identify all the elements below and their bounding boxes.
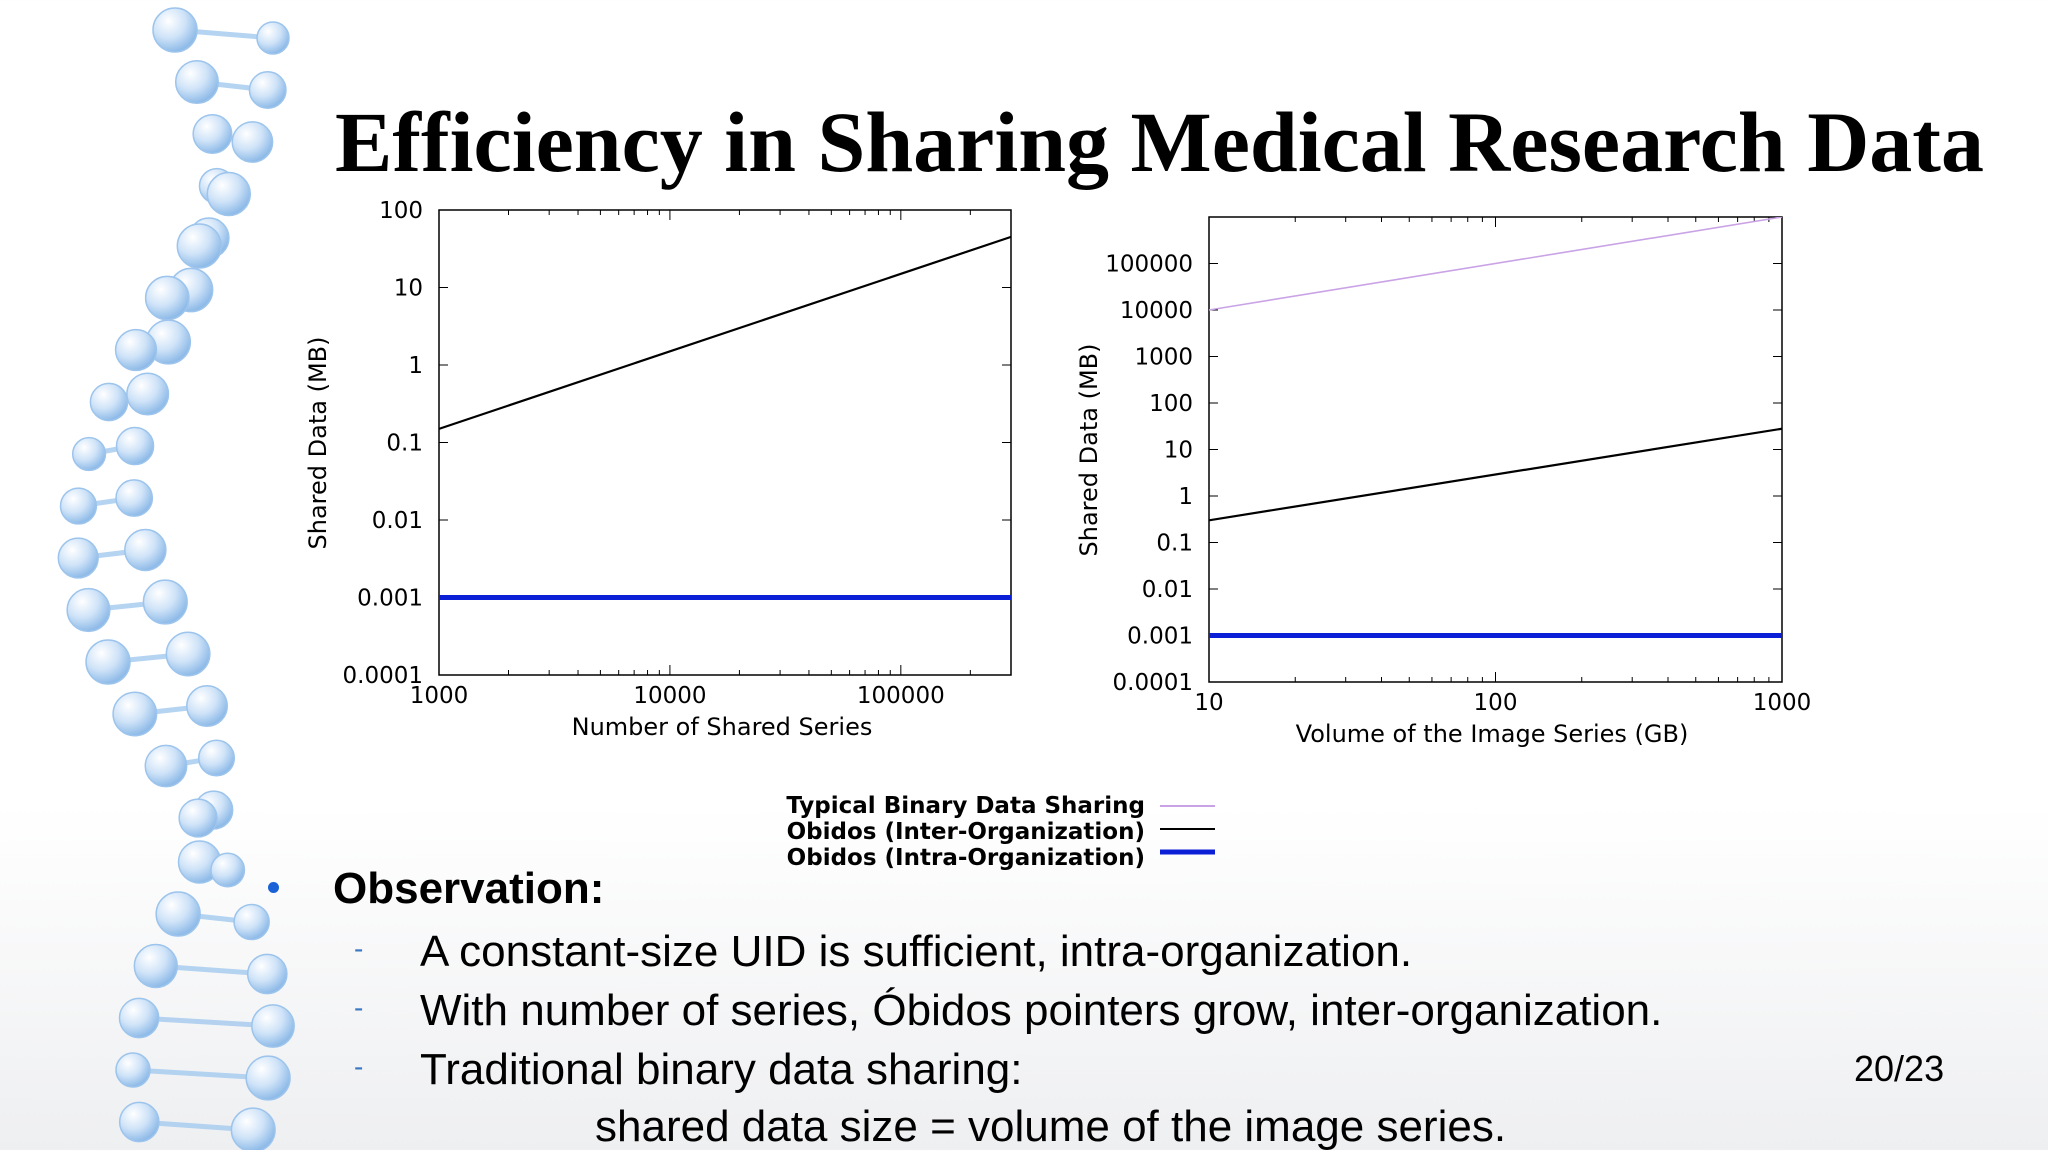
chart-2-tick-labels: 10 100 1000 0.0001 0.001 0.01 0.1 1 10 100 1000 100… bbox=[1105, 252, 1811, 717]
dna-sphere bbox=[178, 798, 218, 838]
legend-label-intra: Obidos (Intra-Organization) bbox=[787, 845, 1145, 871]
chart-2-ylabel: Shared Data (MB) bbox=[1075, 344, 1103, 557]
chart-legend: Typical Binary Data Sharing Obidos (Inte… bbox=[786, 793, 1215, 871]
dna-sphere bbox=[118, 1101, 160, 1143]
series-line bbox=[1209, 427, 1782, 522]
observation-heading: Observation: bbox=[333, 864, 605, 913]
dna-sphere bbox=[152, 7, 198, 53]
x-tick-label: 10 bbox=[1194, 690, 1223, 716]
dna-sphere bbox=[89, 382, 129, 422]
dna-sphere bbox=[115, 1052, 151, 1088]
x-tick-label: 10000 bbox=[633, 683, 706, 709]
y-tick-label: 1 bbox=[1178, 484, 1193, 510]
dna-sphere bbox=[174, 59, 219, 105]
dna-sphere bbox=[256, 21, 290, 55]
dna-sphere bbox=[144, 744, 188, 788]
y-tick-label: 0.001 bbox=[1127, 624, 1193, 650]
chart-2-ticks bbox=[1208, 217, 1782, 683]
y-tick-label: 10 bbox=[394, 276, 423, 302]
dna-sphere bbox=[197, 739, 236, 777]
y-tick-label: 1000 bbox=[1134, 345, 1193, 371]
y-tick-label: 0.0001 bbox=[1113, 670, 1193, 696]
dna-sphere bbox=[192, 113, 233, 155]
y-tick-label: 10 bbox=[1164, 438, 1193, 464]
dna-sphere bbox=[246, 953, 288, 995]
dna-sphere bbox=[124, 528, 167, 572]
dna-sphere bbox=[165, 631, 211, 677]
y-tick-label: 0.001 bbox=[357, 586, 423, 612]
dna-sphere bbox=[142, 579, 188, 625]
x-tick-label: 100 bbox=[1474, 690, 1518, 716]
dna-sphere bbox=[59, 487, 98, 525]
dna-sphere bbox=[206, 171, 252, 217]
y-tick-label: 1 bbox=[408, 353, 423, 379]
page-number: 20/23 bbox=[1854, 1048, 1945, 1089]
dna-sphere bbox=[248, 70, 287, 110]
chart-1-xlabel: Number of Shared Series bbox=[572, 713, 873, 741]
chart-1-tick-labels: 1000 10000 100000 0.0001 0.001 0.01 0.1 1 10 100 bbox=[343, 198, 945, 709]
dna-sphere bbox=[186, 685, 229, 727]
dna-sphere bbox=[233, 903, 270, 941]
y-tick-label: 100000 bbox=[1105, 252, 1193, 278]
dna-sphere bbox=[176, 223, 223, 269]
dna-sphere bbox=[115, 479, 154, 517]
dash-icon: - bbox=[354, 933, 364, 964]
chart-1: 1000 10000 1000000.00010.0010.010.1110100 … bbox=[304, 198, 1012, 741]
dna-sphere bbox=[231, 121, 274, 163]
chart-1-series bbox=[439, 235, 1011, 600]
dna-sphere bbox=[210, 852, 246, 888]
x-tick-label: 100000 bbox=[857, 683, 945, 709]
chart-1-plot-frame bbox=[438, 209, 1012, 676]
dna-sphere bbox=[112, 691, 158, 737]
chart-2: 10 100 1000 0.0001 0.001 0.01 0.1 1 10 100 1000 100… bbox=[1075, 216, 1811, 748]
x-tick-label: 1000 bbox=[410, 683, 469, 709]
y-tick-label: 0.1 bbox=[1156, 531, 1193, 557]
dna-sphere bbox=[230, 1107, 276, 1150]
dna-sphere bbox=[115, 426, 155, 466]
y-tick-label: 0.01 bbox=[1142, 577, 1193, 603]
series-line bbox=[439, 235, 1011, 430]
slide-title: Efficiency in Sharing Medical Research D… bbox=[335, 94, 1984, 190]
dna-sphere bbox=[118, 997, 160, 1039]
dna-sphere bbox=[155, 891, 201, 937]
legend-label-binary: Typical Binary Data Sharing bbox=[786, 793, 1145, 819]
y-tick-label: 0.01 bbox=[372, 508, 423, 534]
dna-sphere bbox=[245, 1055, 291, 1101]
x-tick-label: 1000 bbox=[1753, 690, 1812, 716]
dna-sphere bbox=[66, 587, 111, 633]
y-tick-label: 0.1 bbox=[386, 431, 423, 457]
chart-2-plot-frame bbox=[1208, 216, 1783, 683]
y-tick-label: 10000 bbox=[1120, 298, 1193, 324]
dna-rung bbox=[136, 1015, 276, 1029]
dna-sphere bbox=[71, 436, 107, 472]
observation-bullet-icon bbox=[268, 882, 279, 893]
dash-icon: - bbox=[354, 1051, 364, 1082]
dna-sphere bbox=[251, 1004, 295, 1048]
dna-sphere bbox=[126, 372, 170, 416]
dash-icon: - bbox=[354, 992, 364, 1023]
chart-2-series bbox=[1209, 217, 1782, 638]
dna-sphere bbox=[85, 639, 131, 685]
bullet-text: Traditional binary data sharing: bbox=[420, 1045, 1023, 1094]
dna-sphere bbox=[57, 537, 99, 579]
y-tick-label: 0.0001 bbox=[343, 663, 423, 689]
bullet-text: A constant-size UID is sufficient, intra… bbox=[420, 927, 1413, 976]
y-tick-label: 100 bbox=[1149, 391, 1193, 417]
chart-1-ylabel: Shared Data (MB) bbox=[304, 337, 332, 550]
dna-sphere bbox=[114, 328, 158, 372]
chart-1-ticks bbox=[438, 209, 1012, 676]
legend-label-inter: Obidos (Inter-Organization) bbox=[787, 819, 1145, 845]
chart-2-xlabel: Volume of the Image Series (GB) bbox=[1296, 720, 1689, 748]
y-tick-label: 100 bbox=[379, 198, 423, 224]
dna-sphere bbox=[133, 943, 178, 989]
formula-text: shared data size = volume of the image s… bbox=[595, 1102, 1507, 1151]
bullet-text: With number of series, Óbidos pointers g… bbox=[420, 986, 1663, 1035]
series-line bbox=[1209, 217, 1782, 311]
dna-helix-decoration bbox=[57, 7, 295, 1150]
